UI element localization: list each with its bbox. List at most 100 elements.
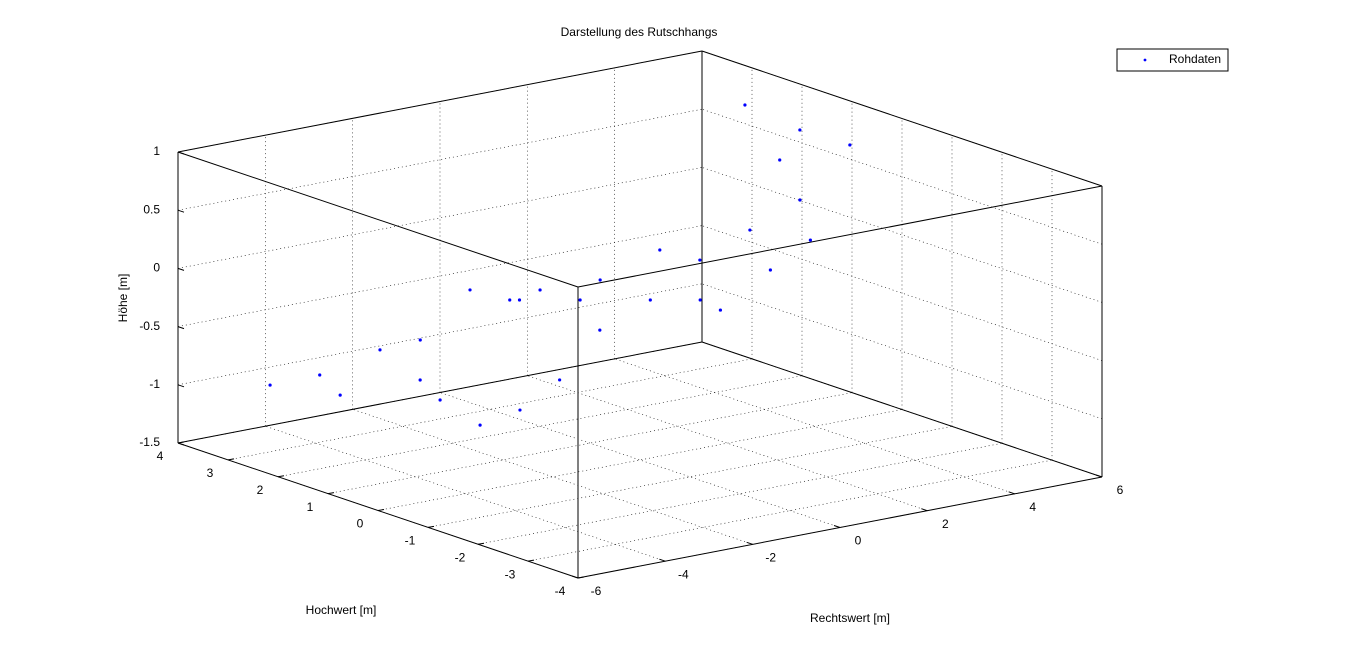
data-point bbox=[698, 298, 702, 302]
y-tick bbox=[527, 559, 535, 562]
x-axis-label: Rechtswert [m] bbox=[810, 611, 890, 625]
data-point bbox=[768, 268, 772, 272]
x-tick-label: -4 bbox=[678, 567, 689, 581]
legend-label: Rohdaten bbox=[1169, 52, 1221, 66]
data-point bbox=[698, 258, 702, 262]
data-point bbox=[518, 408, 522, 412]
axis-box-edge bbox=[701, 50, 1103, 187]
legend-box bbox=[1116, 48, 1229, 72]
data-point bbox=[808, 238, 812, 242]
data-point bbox=[418, 378, 422, 382]
y-tick-label: -3 bbox=[505, 567, 516, 581]
y-tick-label: 2 bbox=[257, 483, 264, 497]
axis-box-edge bbox=[177, 341, 703, 444]
data-point bbox=[578, 298, 582, 302]
y-tick bbox=[577, 576, 585, 579]
y-axis-label: Hochwert [m] bbox=[306, 603, 377, 617]
y-tick-label: 1 bbox=[307, 500, 314, 514]
x-tick-label: 2 bbox=[942, 517, 949, 531]
data-point bbox=[598, 278, 602, 282]
axis-box-edge bbox=[177, 50, 703, 153]
data-point bbox=[438, 398, 442, 402]
data-point bbox=[517, 298, 522, 302]
data-point bbox=[418, 338, 422, 342]
data-point bbox=[378, 348, 382, 352]
y-tick-label: -2 bbox=[455, 550, 466, 564]
data-point bbox=[508, 298, 512, 302]
z-tick-label: -1.5 bbox=[139, 435, 160, 449]
axis-box-edge bbox=[701, 341, 1103, 478]
z-tick bbox=[177, 326, 185, 330]
data-point bbox=[558, 378, 562, 382]
z-tick-label: 0.5 bbox=[143, 202, 160, 216]
y-tick bbox=[227, 458, 235, 461]
data-point bbox=[478, 423, 482, 427]
grid-line bbox=[277, 375, 803, 478]
data-point bbox=[848, 143, 852, 147]
y-tick-label: 4 bbox=[157, 449, 164, 463]
y-tick bbox=[377, 509, 385, 511]
grid-line bbox=[427, 426, 953, 528]
y-tick-label: 3 bbox=[207, 466, 214, 480]
y-tick bbox=[277, 475, 285, 478]
x-tick bbox=[1095, 474, 1103, 478]
grid-line bbox=[177, 167, 703, 269]
grid-line bbox=[527, 459, 1053, 562]
x-tick bbox=[921, 508, 928, 512]
grid-line bbox=[177, 225, 703, 327]
x-tick bbox=[1008, 491, 1015, 495]
data-point bbox=[798, 128, 802, 132]
x-tick-label: 6 bbox=[1117, 483, 1124, 497]
y-tick-label: -1 bbox=[405, 534, 416, 548]
x-tick-label: 0 bbox=[855, 534, 862, 548]
axis-box-edge bbox=[177, 151, 579, 288]
y-tick bbox=[327, 492, 335, 495]
z-tick bbox=[177, 442, 185, 446]
y-tick bbox=[477, 542, 485, 545]
z-tick-label: 0 bbox=[153, 261, 160, 275]
grid-line bbox=[377, 409, 903, 511]
axis-box-edge bbox=[577, 185, 1103, 288]
z-tick bbox=[177, 151, 185, 155]
z-tick-label: 1 bbox=[153, 144, 160, 158]
z-tick bbox=[177, 384, 185, 388]
y-tick-label: 0 bbox=[357, 517, 364, 531]
z-tick-label: -0.5 bbox=[139, 319, 160, 333]
x-tick bbox=[746, 541, 753, 545]
data-point bbox=[748, 228, 752, 232]
data-point bbox=[468, 288, 472, 292]
z-axis-label: Höhe [m] bbox=[116, 274, 130, 323]
x-tick bbox=[571, 575, 579, 579]
z-tick-label: -1 bbox=[149, 377, 160, 391]
data-point bbox=[798, 198, 802, 202]
grid-line bbox=[477, 442, 1003, 545]
data-point bbox=[338, 393, 342, 397]
data-point bbox=[648, 298, 652, 302]
data-point bbox=[778, 158, 782, 162]
chart-title: Darstellung des Rutschhangs bbox=[561, 25, 718, 39]
y-tick-label: -4 bbox=[555, 584, 566, 598]
data-point bbox=[538, 288, 542, 292]
data-point bbox=[268, 383, 272, 387]
x-tick bbox=[833, 525, 841, 528]
x-tick bbox=[659, 558, 666, 562]
data-point bbox=[743, 103, 747, 107]
x-tick-label: 4 bbox=[1029, 500, 1036, 514]
z-tick bbox=[177, 267, 185, 271]
data-point bbox=[318, 373, 322, 377]
data-point bbox=[598, 328, 602, 332]
grid-line bbox=[327, 392, 853, 494]
grid-line bbox=[177, 108, 703, 211]
y-tick bbox=[427, 525, 435, 528]
z-tick bbox=[177, 209, 185, 213]
x-tick-label: -2 bbox=[765, 551, 776, 565]
grid-line bbox=[227, 358, 753, 461]
data-point bbox=[658, 248, 662, 252]
grid-line bbox=[177, 283, 703, 386]
x-tick-label: -6 bbox=[591, 584, 602, 598]
legend-marker bbox=[1143, 58, 1147, 62]
data-point bbox=[718, 308, 723, 312]
